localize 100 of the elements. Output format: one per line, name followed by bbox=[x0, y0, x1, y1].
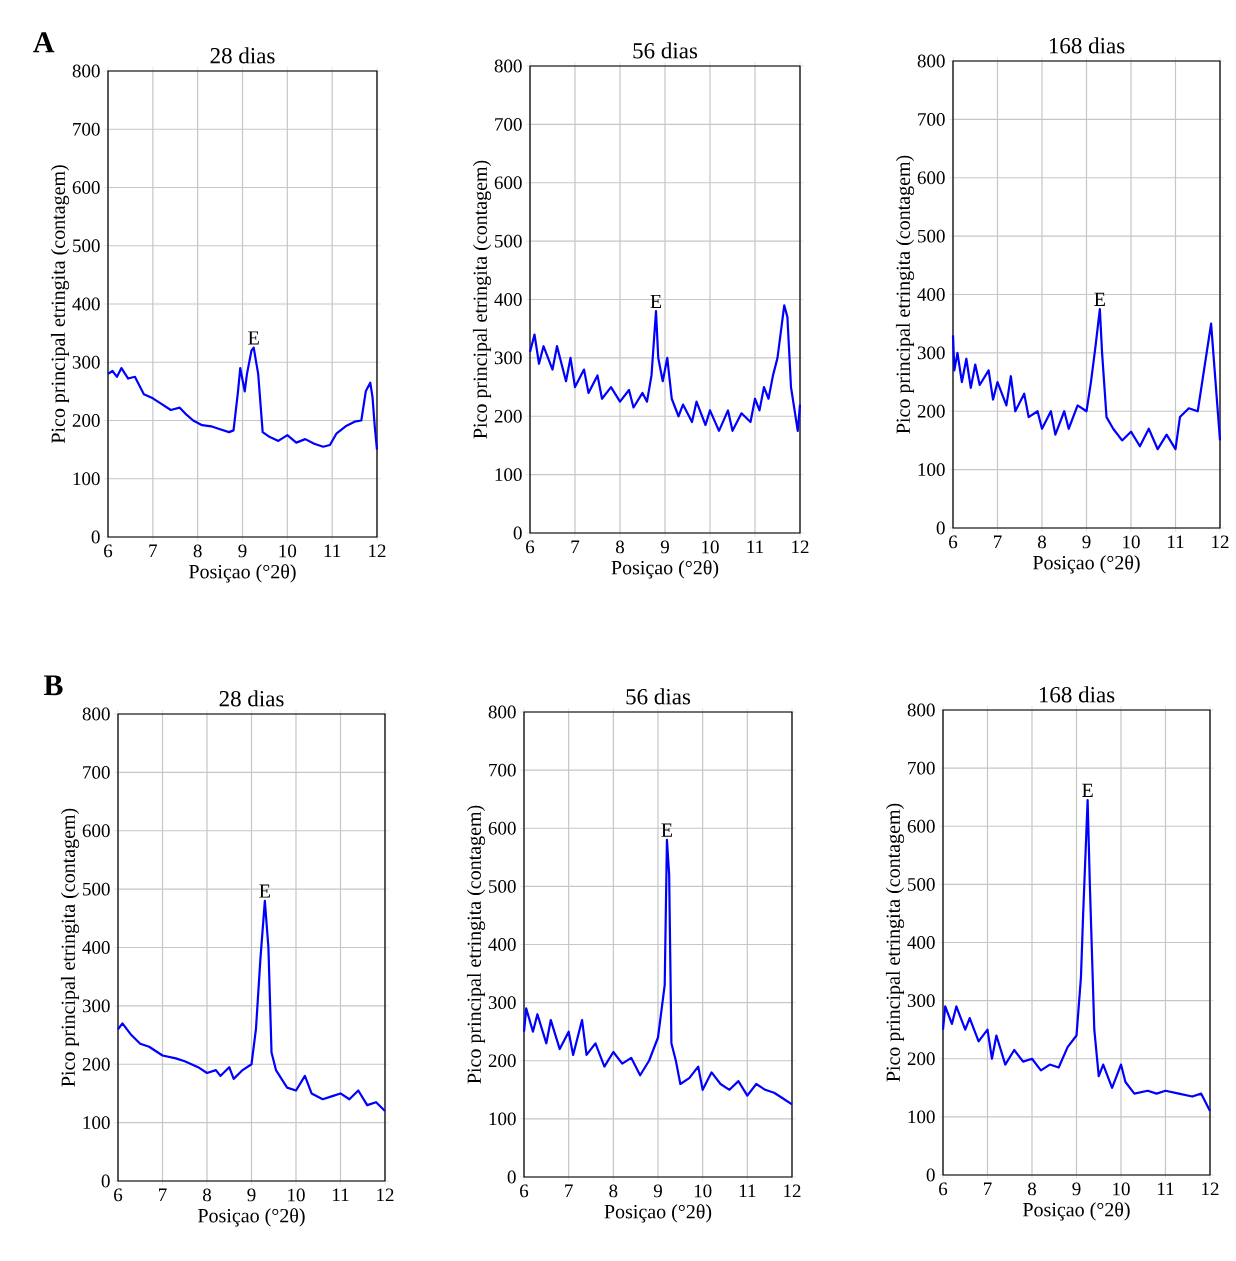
chart-title: 56 dias bbox=[633, 42, 698, 59]
y-tick-label: 100 bbox=[489, 1112, 516, 1126]
y-tick-label: 600 bbox=[917, 171, 945, 185]
y-tick-label: 500 bbox=[495, 234, 522, 248]
x-tick-label: 11 bbox=[747, 540, 764, 554]
x-tick-label: 6 bbox=[114, 1188, 123, 1202]
x-tick-label: 12 bbox=[792, 540, 809, 554]
y-tick-label: 600 bbox=[494, 176, 522, 190]
y-tick-label: 600 bbox=[907, 819, 935, 833]
y-tick-label: 700 bbox=[73, 122, 100, 136]
y-tick-label: 600 bbox=[82, 824, 110, 838]
y-tick-label: 800 bbox=[82, 707, 110, 721]
x-axis-title: Posiçao (°2θ) bbox=[604, 1204, 712, 1223]
y-tick-label: 300 bbox=[907, 994, 935, 1008]
x-tick-label: 6 bbox=[104, 544, 113, 558]
y-tick-label: 400 bbox=[907, 936, 935, 949]
line-series bbox=[522, 838, 794, 1106]
x-tick-label: 9 bbox=[238, 544, 247, 558]
y-tick-label: 100 bbox=[495, 468, 522, 482]
x-tick-label: 10 bbox=[1113, 1182, 1130, 1196]
x-tick-label: 9 bbox=[247, 1188, 256, 1202]
x-tick-label: 12 bbox=[784, 1184, 801, 1198]
y-tick-label: 0 bbox=[936, 521, 945, 535]
y-tick-label: 200 bbox=[494, 409, 522, 423]
x-tick-label: 9 bbox=[653, 1184, 662, 1198]
text: A bbox=[33, 32, 55, 53]
x-tick-label: 9 bbox=[1082, 535, 1091, 549]
y-tick-label: 300 bbox=[488, 996, 516, 1010]
y-tick-label: 200 bbox=[82, 1057, 110, 1071]
y-tick-label: 400 bbox=[494, 293, 522, 306]
x-tick-label: 7 bbox=[571, 540, 580, 553]
annotation: E bbox=[650, 294, 662, 308]
y-tick-label: 300 bbox=[917, 346, 945, 360]
x-tick-label: 10 bbox=[1123, 535, 1140, 549]
chart-title: 28 dias bbox=[210, 47, 275, 64]
x-tick-label: 7 bbox=[159, 1188, 167, 1201]
y-tick-label: 500 bbox=[489, 879, 516, 893]
y-tick-label: 100 bbox=[908, 1110, 935, 1124]
x-tick-label: 7 bbox=[149, 544, 158, 557]
x-axis-title: Posiçao (°2θ) bbox=[1033, 555, 1140, 574]
x-tick-label: 8 bbox=[1027, 1182, 1037, 1196]
y-tick-label: 700 bbox=[908, 761, 935, 775]
annotation: E bbox=[661, 823, 673, 837]
y-tick-label: 0 bbox=[101, 1174, 110, 1188]
x-tick-label: 8 bbox=[609, 1184, 618, 1198]
x-tick-label: 9 bbox=[660, 540, 669, 554]
x-tick-label: 12 bbox=[377, 1188, 394, 1202]
line-series bbox=[106, 346, 379, 451]
y-tick-label: 700 bbox=[918, 112, 945, 126]
y-tick-label: 100 bbox=[918, 463, 945, 477]
y-axis-title: Pico principal etringita (contagem) bbox=[472, 160, 492, 439]
y-tick-label: 500 bbox=[908, 877, 935, 891]
y-axis-title: Pico principal etringita (contagem) bbox=[50, 165, 70, 444]
y-tick-label: 200 bbox=[917, 404, 945, 418]
x-axis-title: Posiçao (°2θ) bbox=[611, 560, 719, 579]
x-tick-label: 6 bbox=[526, 540, 535, 554]
x-tick-label: 12 bbox=[1202, 1182, 1219, 1196]
x-axis-title: Posiçao (°2θ) bbox=[189, 564, 296, 583]
y-tick-label: 800 bbox=[907, 703, 935, 717]
chart-title: 56 dias bbox=[626, 688, 691, 705]
y-tick-label: 500 bbox=[73, 239, 100, 253]
y-tick-label: 100 bbox=[83, 1116, 110, 1130]
chart-title: 168 dias bbox=[1039, 686, 1115, 703]
y-tick-label: 700 bbox=[83, 765, 110, 779]
y-tick-label: 300 bbox=[82, 999, 110, 1013]
annotation: E bbox=[259, 884, 270, 898]
x-tick-label: 12 bbox=[369, 544, 386, 558]
chart-title: 168 dias bbox=[1049, 37, 1125, 54]
line-series bbox=[941, 799, 1212, 1113]
x-tick-label: 8 bbox=[615, 540, 625, 554]
x-tick-label: 6 bbox=[939, 1182, 948, 1196]
x-tick-label: 8 bbox=[202, 1188, 212, 1202]
y-tick-label: 200 bbox=[907, 1052, 935, 1066]
x-tick-label: 6 bbox=[520, 1184, 529, 1198]
y-tick-label: 600 bbox=[72, 181, 100, 194]
x-tick-label: 9 bbox=[1072, 1182, 1081, 1196]
y-tick-label: 500 bbox=[83, 882, 110, 896]
x-tick-label: 10 bbox=[279, 544, 297, 558]
y-tick-label: 300 bbox=[494, 351, 522, 365]
text: B bbox=[43, 675, 63, 696]
y-tick-label: 400 bbox=[72, 297, 100, 311]
y-tick-label: 400 bbox=[82, 941, 110, 954]
x-tick-label: 11 bbox=[1168, 535, 1184, 549]
y-tick-label: 700 bbox=[495, 117, 522, 131]
y-tick-label: 400 bbox=[917, 288, 945, 301]
x-tick-label: 7 bbox=[565, 1184, 573, 1197]
y-tick-label: 400 bbox=[488, 938, 516, 951]
x-tick-label: 6 bbox=[949, 535, 958, 549]
y-tick-label: 800 bbox=[494, 59, 522, 73]
x-tick-label: 8 bbox=[193, 544, 202, 558]
x-tick-label: 11 bbox=[1158, 1182, 1174, 1196]
y-tick-label: 800 bbox=[72, 64, 100, 78]
y-tick-label: 500 bbox=[918, 229, 945, 243]
x-tick-label: 7 bbox=[984, 1182, 992, 1195]
y-tick-label: 0 bbox=[926, 1168, 935, 1182]
x-tick-label: 10 bbox=[694, 1184, 712, 1198]
y-tick-label: 300 bbox=[72, 355, 100, 369]
y-tick-label: 800 bbox=[488, 705, 516, 719]
x-tick-label: 11 bbox=[324, 544, 341, 558]
y-tick-label: 800 bbox=[917, 54, 945, 68]
